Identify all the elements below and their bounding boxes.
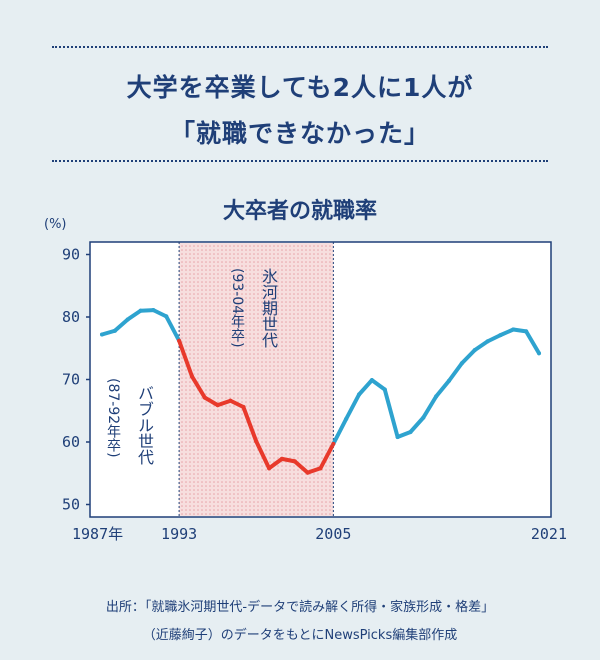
data-point [241,405,246,409]
line-segment-ice-age [215,398,233,408]
line-segment [524,329,541,356]
ice-age-generation-label: 氷河期世代 [259,268,278,348]
line-segment [485,333,503,344]
x-tick-label: 1993 [161,525,197,543]
line-segment [164,314,182,343]
data-point [344,416,349,421]
headline-line2: 「就職できなかった」 [169,119,430,148]
data-point [434,394,439,399]
line-segment [138,308,156,313]
line-segment [459,348,477,366]
data-point [395,435,400,439]
data-point [537,351,541,356]
ice-age-generation-years: (93-04年卒) [229,268,245,348]
data-point [369,378,374,383]
data-point [331,441,336,446]
data-point [279,456,284,461]
data-point [408,430,413,434]
line-segment-ice-age [177,338,194,379]
data-point [254,439,259,444]
line-segment [408,415,426,434]
x-tick-label: 2005 [315,525,351,543]
data-point [511,327,516,332]
data-point [498,333,503,338]
data-point [125,317,130,322]
data-point [164,314,169,319]
line-segment [357,378,374,397]
data-point [267,466,272,471]
source-line1: 出所：「就職氷河期世代-データで読み解く所得・家族形成・格差」 [105,600,495,615]
y-tick-label: 50 [62,496,80,514]
data-point [524,329,529,334]
line-segment-ice-age [279,456,297,464]
line-segment-ice-age [267,456,284,471]
line-segment-ice-age [254,439,272,471]
y-tick-label: 60 [62,433,80,451]
data-point [151,308,156,313]
y-tick-label: 70 [62,371,80,389]
line-segment [472,339,490,353]
data-point [138,308,143,313]
data-point [215,403,220,408]
y-tick-label: 90 [62,246,80,264]
line-segment [331,416,349,446]
line-segment-ice-age [292,459,310,475]
data-point [112,328,117,333]
chart-title: 大卒者の就職率 [222,199,377,224]
line-segment [498,327,516,338]
line-segment [369,378,387,392]
data-point [100,332,104,337]
line-segment [511,327,529,334]
x-tick-label: 2021 [531,525,567,543]
data-point [202,395,207,400]
x-tick-label: 1987年 [72,525,123,543]
line-segment [395,430,413,439]
line-segment-ice-age [202,395,220,408]
y-unit-label: (%) [44,217,67,232]
data-point [421,415,426,420]
data-point [305,470,310,475]
data-point [228,398,233,403]
line-segment-ice-age [228,398,246,409]
data-point [459,361,464,366]
line-segment-ice-age [305,466,323,475]
source-line2: （近藤絢子）のデータをもとにNewsPicks編集部作成 [142,628,458,643]
bottom-dotted-rule [52,160,548,162]
data-point [382,387,387,392]
headline-line1: 大学を卒業しても2人に1人が [126,73,474,102]
data-point [189,374,194,379]
data-point [318,466,323,471]
data-point [485,339,490,344]
bubble-generation-years: (87-92年卒) [105,378,121,458]
line-segment [151,308,169,319]
bubble-generation-label: バブル世代 [135,385,154,465]
data-point [472,348,477,353]
line-segment-ice-age [318,441,336,471]
data-point [177,338,182,343]
line-segment [112,317,130,333]
line-segment [125,308,143,322]
line-segment [100,328,117,337]
ice-age-region [179,243,334,516]
line-segment [344,392,362,421]
line-segment-ice-age [241,405,259,444]
line-segment-ice-age [189,374,207,400]
top-dotted-rule [52,46,548,48]
line-segment [434,378,452,399]
line-segment [382,387,400,439]
line-segment [421,394,439,420]
line-segment [447,361,464,383]
data-point [292,459,297,464]
data-point [357,392,362,397]
data-point [447,378,452,383]
y-tick-label: 80 [62,308,80,326]
